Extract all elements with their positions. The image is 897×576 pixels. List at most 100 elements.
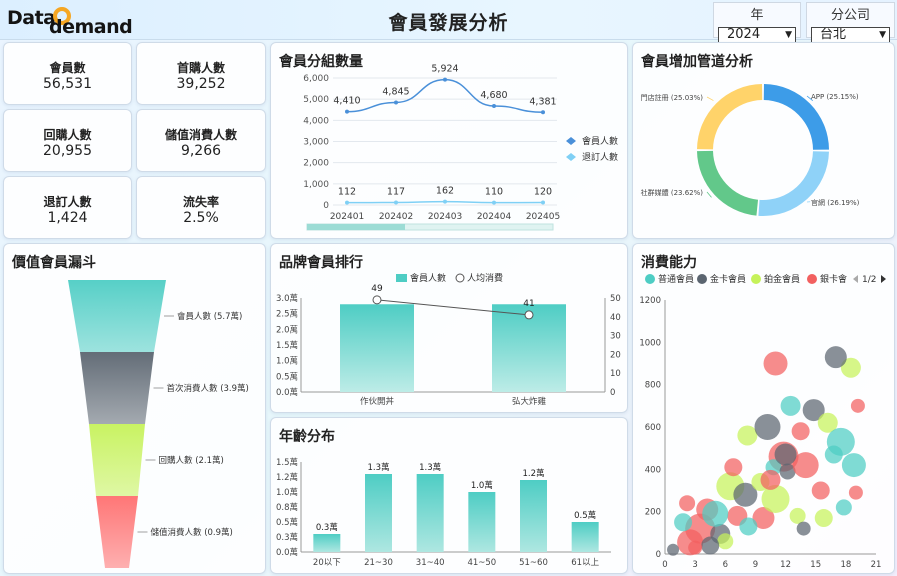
bubble-point[interactable] [754, 414, 780, 440]
age-distribution-panel: 年齡分布 0.0萬 0.3萬 0.5萬 0.8萬 1.0萬 1.2萬 1.5萬 0.3萬 20以… [270, 417, 628, 574]
bubble-point[interactable] [701, 537, 719, 555]
legend-marker[interactable] [396, 274, 407, 282]
legend-label[interactable]: 銀卡會 [820, 273, 847, 285]
data-label: 120 [534, 186, 552, 197]
bubble-point[interactable] [674, 513, 692, 531]
kpi-value: 20,955 [4, 143, 131, 159]
data-label: 4,410 [333, 96, 360, 107]
bubble-point[interactable] [812, 482, 830, 500]
bar[interactable] [572, 522, 599, 552]
y-tick-label: 1.5萬 [276, 340, 298, 351]
legend-label[interactable]: 會員人數 [582, 135, 618, 147]
funnel-chart: 會員人數 (5.7萬)首次消費人數 (3.9萬)回購人數 (2.1萬)儲值消費人… [4, 244, 265, 573]
bubble-point[interactable] [793, 452, 819, 478]
bubble-point[interactable] [739, 517, 757, 535]
bubble-point[interactable] [849, 486, 863, 500]
bubble-point[interactable] [842, 453, 866, 477]
year-value: 2024 [727, 27, 760, 42]
bubble-point[interactable] [761, 470, 781, 490]
y2-tick-label: 0 [610, 388, 615, 398]
donut-slice[interactable] [697, 151, 758, 216]
legend-next-icon[interactable] [881, 275, 886, 283]
y-tick-label: 4,000 [303, 116, 329, 126]
bar[interactable] [313, 534, 340, 552]
legend-marker[interactable] [697, 274, 707, 284]
bar[interactable] [468, 492, 495, 552]
branch-select[interactable]: 台北 ▼ [811, 27, 890, 43]
bubble-point[interactable] [775, 444, 797, 466]
y-tick-label: 0.0萬 [276, 387, 298, 398]
bubble-point[interactable] [679, 495, 695, 511]
bar[interactable] [417, 474, 444, 552]
legend-label[interactable]: 普通會員 [658, 273, 694, 285]
legend-label[interactable]: 鉑金會員 [764, 273, 800, 285]
bubble-point[interactable] [702, 501, 728, 527]
line-point [394, 100, 398, 104]
kpi-label: 退訂人數 [4, 193, 131, 210]
legend-label[interactable]: 人均消費 [467, 272, 503, 284]
year-selector[interactable]: 年 2024 ▼ [713, 2, 801, 38]
bubble-point[interactable] [667, 544, 679, 556]
legend-label[interactable]: 金卡會員 [710, 273, 746, 285]
bubble-point[interactable] [688, 541, 702, 555]
y-tick-label: 200 [645, 508, 661, 518]
branch-selector[interactable]: 分公司 台北 ▼ [806, 2, 895, 38]
legend-marker[interactable] [456, 274, 464, 282]
bar[interactable] [340, 304, 414, 392]
avg-spend-point [525, 311, 533, 319]
legend-marker[interactable] [645, 274, 655, 284]
data-label: 49 [371, 284, 383, 294]
funnel-stage[interactable] [89, 424, 145, 496]
funnel-stage[interactable] [68, 280, 166, 352]
bubble-point[interactable] [792, 422, 810, 440]
y-tick-label: 2.0萬 [276, 324, 298, 335]
bubble-point[interactable] [825, 346, 847, 368]
legend-label[interactable]: 會員人數 [410, 272, 446, 284]
line-point [541, 110, 545, 114]
bubble-point[interactable] [717, 533, 733, 549]
x-tick-label: 作伙開丼 [360, 396, 395, 407]
data-label: 1.3萬 [419, 462, 441, 473]
line-point [443, 78, 447, 82]
bubble-point[interactable] [825, 446, 843, 464]
data-label: 1.2萬 [522, 468, 544, 479]
legend-marker[interactable] [807, 274, 817, 284]
legend-marker[interactable] [566, 153, 576, 161]
kpi-card-members: 會員數 56,531 [3, 42, 132, 105]
data-label: 1.3萬 [367, 462, 389, 473]
y-tick-label: 1000 [639, 338, 661, 348]
y-tick-label: 0.3萬 [276, 532, 298, 543]
bubble-point[interactable] [781, 396, 801, 416]
bubble-point[interactable] [790, 508, 806, 524]
bar[interactable] [365, 474, 392, 552]
legend-marker[interactable] [751, 274, 761, 284]
kpi-value: 2.5% [137, 210, 265, 226]
bubble-point[interactable] [762, 485, 790, 513]
slice-label: 門店註冊 (25.03%) [641, 93, 704, 102]
bubble-point[interactable] [724, 458, 742, 476]
bubble-point[interactable] [737, 425, 757, 445]
legend-prev-icon[interactable] [853, 275, 858, 283]
legend-marker[interactable] [566, 137, 576, 145]
kpi-label: 回購人數 [4, 126, 131, 143]
bubble-point[interactable] [836, 499, 852, 515]
bar[interactable] [520, 480, 547, 552]
chevron-down-icon: ▼ [785, 28, 792, 42]
bubble-point[interactable] [815, 509, 833, 527]
bubble-point[interactable] [797, 522, 811, 536]
y2-tick-label: 10 [610, 369, 621, 379]
brand-bar-chart: 0.0萬0.5萬1.0萬1.5萬2.0萬2.5萬3.0萬01020304050作… [271, 244, 627, 412]
y-tick-label: 0.8萬 [276, 502, 298, 513]
branch-value: 台北 [820, 27, 846, 42]
data-label: 117 [387, 187, 405, 198]
bubble-point[interactable] [764, 352, 788, 376]
donut-slice[interactable] [697, 84, 762, 149]
x-tick-label: 31~40 [416, 558, 445, 568]
funnel-stage[interactable] [96, 496, 138, 568]
legend-label[interactable]: 退訂人數 [582, 151, 618, 163]
x-tick-label: 202405 [526, 212, 560, 222]
zoom-slider-handle[interactable] [307, 224, 405, 230]
bubble-point[interactable] [851, 399, 865, 413]
year-select[interactable]: 2024 ▼ [718, 27, 796, 43]
funnel-stage[interactable] [80, 352, 154, 424]
